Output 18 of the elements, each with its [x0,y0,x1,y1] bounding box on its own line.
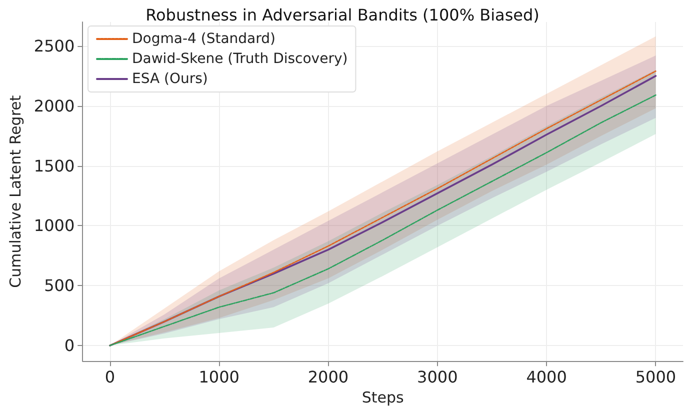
x-tick-label: 1000 [198,368,240,387]
y-tick-label: 2500 [34,36,75,56]
y-tick-label: 1000 [34,216,75,236]
y-tick-label: 1500 [34,156,75,176]
x-tick-label: 0 [104,368,116,387]
y-axis-title: Cumulative Latent Regret [6,95,24,288]
legend-label: Dogma-4 (Standard) [132,31,276,47]
x-axis-title: Steps [362,388,404,406]
y-tick-label: 2000 [34,96,75,116]
chart-title: Robustness in Adversarial Bandits (100% Biased) [146,6,540,24]
y-tick-label: 0 [64,336,75,356]
x-tick-label: 2000 [308,368,349,387]
y-tick-label: 500 [44,276,75,296]
legend-label: Dawid-Skene (Truth Discovery) [132,51,348,67]
x-tick-label: 4000 [526,368,567,387]
x-tick-label: 5000 [635,368,676,387]
legend-label: ESA (Ours) [132,71,208,87]
x-tick-label: 3000 [417,368,458,387]
